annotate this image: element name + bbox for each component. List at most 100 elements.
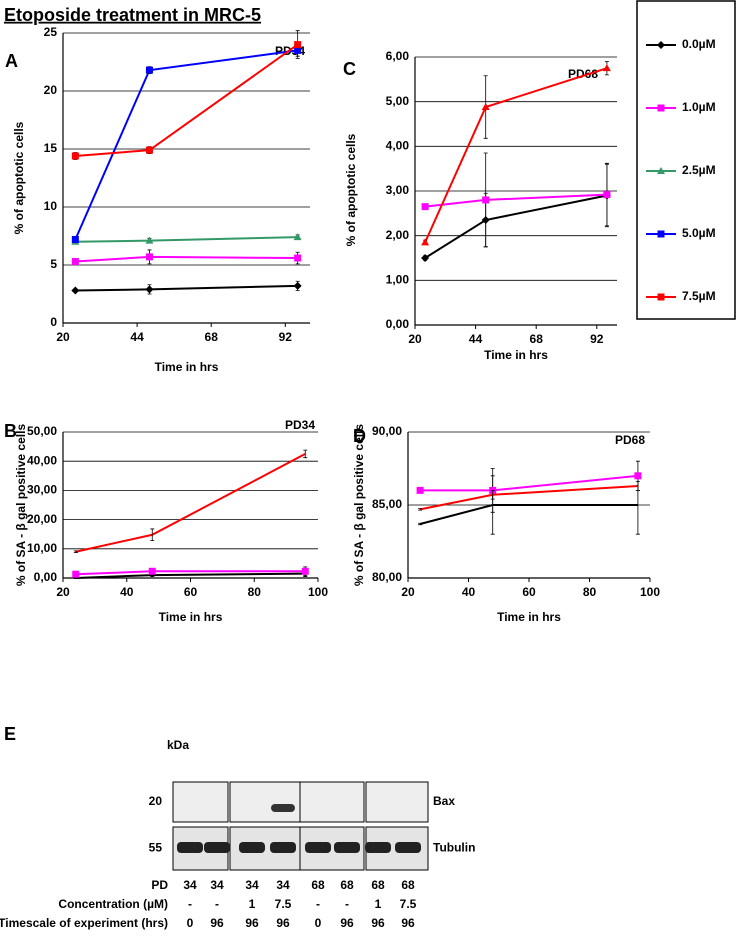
y-tick-label: 20,00 bbox=[27, 512, 57, 526]
row-value: 34 bbox=[276, 878, 290, 892]
row-label: Timescale of experiment (hrs) bbox=[0, 916, 168, 930]
band-name: Bax bbox=[433, 794, 455, 808]
row-value: 34 bbox=[183, 878, 197, 892]
row-value: 68 bbox=[401, 878, 415, 892]
row-label: Concentration (µM) bbox=[58, 897, 168, 911]
series-line bbox=[75, 572, 306, 579]
series-line bbox=[75, 284, 298, 292]
marker bbox=[71, 235, 79, 243]
x-tick-label: 80 bbox=[583, 585, 597, 599]
error-bar bbox=[303, 449, 308, 459]
row-value: 96 bbox=[340, 916, 354, 930]
row-value: - bbox=[345, 897, 349, 911]
marker bbox=[657, 104, 665, 112]
row-value: 96 bbox=[245, 916, 259, 930]
panel-letter: E bbox=[4, 724, 16, 744]
error-bar bbox=[490, 490, 495, 500]
legend-label: 1.0µM bbox=[682, 100, 716, 114]
marker bbox=[421, 254, 430, 262]
blot-frame bbox=[299, 781, 365, 823]
marker bbox=[603, 191, 611, 199]
row-value: 96 bbox=[210, 916, 224, 930]
row-value: 96 bbox=[276, 916, 290, 930]
x-tick-label: 80 bbox=[248, 585, 262, 599]
x-tick-label: 40 bbox=[120, 585, 134, 599]
marker bbox=[482, 196, 490, 204]
blot-frame bbox=[172, 781, 229, 823]
y-tick-label: 15 bbox=[44, 141, 58, 155]
y-tick-label: 6,00 bbox=[386, 49, 410, 63]
panel-letter: A bbox=[5, 51, 18, 71]
row-value: 34 bbox=[210, 878, 224, 892]
y-tick-label: 0,00 bbox=[386, 317, 410, 331]
marker bbox=[145, 285, 154, 294]
marker bbox=[416, 486, 424, 494]
panel-letter: B bbox=[4, 421, 17, 441]
y-axis-label: % of apoptotic cells bbox=[344, 133, 358, 246]
legend-label: 2.5µM bbox=[682, 163, 716, 177]
chart-subtitle: PD34 bbox=[285, 418, 315, 432]
x-tick-label: 100 bbox=[640, 585, 660, 599]
marker bbox=[657, 230, 665, 238]
x-tick-label: 44 bbox=[130, 330, 144, 344]
marker bbox=[293, 233, 302, 241]
marker bbox=[657, 167, 665, 174]
y-tick-label: 50,00 bbox=[27, 424, 57, 438]
marker bbox=[657, 41, 665, 49]
marker bbox=[148, 567, 156, 575]
row-label: PD bbox=[151, 878, 168, 892]
row-value: 96 bbox=[401, 916, 415, 930]
y-tick-label: 5 bbox=[50, 257, 57, 271]
marker bbox=[72, 570, 80, 578]
row-value: 0 bbox=[187, 916, 194, 930]
series-line bbox=[424, 67, 608, 243]
x-tick-label: 60 bbox=[522, 585, 536, 599]
chart-subtitle: PD68 bbox=[615, 433, 645, 447]
x-tick-label: 68 bbox=[530, 332, 544, 346]
marker bbox=[481, 103, 490, 111]
row-value: 68 bbox=[371, 878, 385, 892]
blot-band bbox=[270, 842, 296, 853]
row-value: - bbox=[188, 897, 192, 911]
y-axis-label: % of apoptotic cells bbox=[12, 121, 26, 234]
row-value: 1 bbox=[375, 897, 382, 911]
y-tick-label: 30,00 bbox=[27, 483, 57, 497]
y-tick-label: 40,00 bbox=[27, 453, 57, 467]
x-tick-label: 100 bbox=[308, 585, 328, 599]
marker bbox=[602, 64, 611, 72]
marker bbox=[71, 258, 79, 266]
x-tick-label: 20 bbox=[408, 332, 422, 346]
y-tick-label: 10 bbox=[44, 199, 58, 213]
row-value: - bbox=[215, 897, 219, 911]
marker bbox=[294, 41, 302, 49]
x-tick-label: 44 bbox=[469, 332, 483, 346]
row-value: 0 bbox=[315, 916, 322, 930]
legend-label: 0.0µM bbox=[682, 37, 716, 51]
row-value: 96 bbox=[371, 916, 385, 930]
marker bbox=[421, 203, 429, 211]
y-tick-label: 0 bbox=[50, 315, 57, 329]
row-value: 1 bbox=[249, 897, 256, 911]
x-tick-label: 20 bbox=[56, 330, 70, 344]
blot-frame bbox=[365, 781, 429, 823]
error-bar bbox=[150, 528, 155, 542]
series-line bbox=[424, 194, 608, 259]
row-value: 7.5 bbox=[275, 897, 292, 911]
error-bar bbox=[635, 481, 640, 491]
y-tick-label: 25 bbox=[44, 25, 58, 39]
row-value: - bbox=[316, 897, 320, 911]
legend-label: 5.0µM bbox=[682, 226, 716, 240]
x-axis-label: Time in hrs bbox=[484, 348, 548, 362]
blot-frame bbox=[229, 781, 301, 823]
blot-band bbox=[334, 842, 360, 853]
marker bbox=[294, 254, 302, 262]
panel-letter: D bbox=[353, 426, 366, 446]
series-line bbox=[75, 43, 299, 157]
series-line bbox=[75, 255, 298, 263]
blot-band bbox=[177, 842, 203, 853]
y-tick-label: 1,00 bbox=[386, 273, 410, 287]
row-value: 7.5 bbox=[400, 897, 417, 911]
x-tick-label: 60 bbox=[184, 585, 198, 599]
marker bbox=[71, 152, 79, 160]
